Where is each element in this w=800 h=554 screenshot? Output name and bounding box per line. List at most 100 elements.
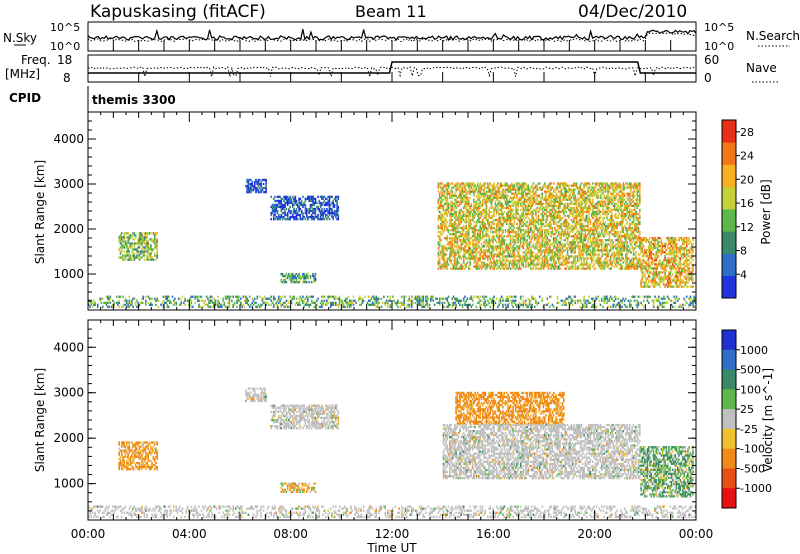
echo-cell: [517, 241, 519, 244]
echo-cell: [442, 184, 445, 187]
echo-cell: [622, 192, 625, 195]
echo-cell: [531, 245, 533, 248]
echo-cell: [550, 263, 552, 266]
echo-cell: [540, 198, 542, 201]
echo-cell: [519, 214, 522, 218]
echo-cell: [609, 192, 612, 195]
echo-cell: [518, 259, 521, 262]
echo-cell: [470, 255, 473, 258]
echo-cell: [582, 194, 584, 197]
echo-cell: [469, 241, 471, 244]
echo-cell: [464, 196, 466, 199]
echo-cell: [592, 202, 594, 205]
echo-cell: [498, 208, 500, 212]
echo-cell: [635, 257, 637, 260]
echo-cell: [582, 214, 584, 218]
echo-cell: [290, 199, 293, 203]
echo-cell: [492, 245, 494, 248]
echo-cell: [449, 182, 451, 185]
echo-cell: [555, 204, 557, 207]
echo-cell: [611, 265, 613, 268]
echo-cell: [488, 198, 490, 201]
echo-cell: [631, 220, 633, 224]
echo-cell: [549, 210, 551, 214]
echo-cell: [509, 237, 512, 240]
echo-cell: [446, 192, 449, 195]
echo-cell: [512, 204, 514, 207]
echo-cell: [493, 265, 495, 268]
echo-cell: [602, 249, 604, 252]
echo-cell: [592, 186, 594, 189]
echo-cell: [601, 184, 603, 187]
echo-cell: [559, 257, 561, 260]
echo-cell: [517, 233, 519, 236]
echo-cell: [597, 224, 599, 228]
echo-cell: [274, 209, 276, 213]
echo-cell: [564, 204, 566, 207]
echo-cell: [626, 241, 628, 244]
echo-cell: [547, 190, 550, 193]
echo-cell: [281, 215, 284, 219]
echo-cell: [527, 184, 530, 187]
echo-cell: [485, 208, 488, 212]
echo-cell: [530, 255, 532, 258]
echo-cell: [595, 216, 598, 220]
echo-cell: [574, 251, 576, 254]
echo-cell: [566, 220, 569, 224]
echo-cell: [606, 253, 608, 256]
echo-cell: [635, 186, 637, 189]
echo-cell: [561, 208, 564, 212]
echo-cell: [495, 184, 498, 187]
echo-cell: [628, 261, 631, 264]
echo-cell: [299, 218, 302, 221]
echo-cell: [304, 218, 307, 221]
echo-cell: [527, 198, 530, 201]
echo-cell: [623, 216, 626, 220]
echo-cell: [623, 206, 626, 209]
echo-cell: [526, 220, 528, 224]
echo-cell: [441, 212, 443, 216]
echo-cell: [565, 184, 568, 187]
echo-cell: [143, 246, 146, 249]
echo-cell: [512, 265, 514, 268]
echo-cell: [492, 214, 494, 218]
echo-cell: [280, 207, 283, 211]
echo-cell: [462, 206, 465, 209]
echo-cell: [483, 220, 485, 224]
echo-cell: [506, 255, 508, 258]
echo-cell: [550, 182, 552, 185]
echo-cell: [291, 272, 294, 276]
echo-cell: [525, 229, 527, 232]
echo-cell: [623, 208, 626, 212]
echo-cell: [479, 233, 481, 236]
echo-cell: [270, 211, 272, 215]
echo-cell: [459, 251, 461, 254]
echo-cell: [465, 212, 468, 216]
echo-cell: [451, 192, 454, 195]
echo-cell: [540, 243, 542, 246]
echo-cell: [621, 253, 623, 256]
echo-cell: [499, 259, 502, 262]
echo-cell: [502, 251, 504, 254]
echo-cell: [564, 261, 566, 264]
echo-cell: [527, 265, 530, 268]
echo-cell: [318, 209, 321, 213]
echo-cell: [537, 235, 540, 238]
echo-cell: [547, 224, 550, 228]
echo-cell: [445, 253, 447, 256]
echo-cell: [522, 220, 525, 224]
echo-cell: [476, 259, 479, 262]
echo-cell: [151, 250, 153, 253]
echo-cell: [594, 192, 597, 195]
echo-cell: [514, 190, 517, 193]
echo-cell: [318, 201, 321, 205]
echo-cell: [451, 196, 454, 199]
echo-cell: [564, 259, 566, 262]
echo-cell: [564, 257, 566, 260]
echo-cell: [549, 192, 551, 195]
echo-cell: [592, 208, 594, 212]
echo-cell: [479, 202, 481, 205]
echo-cell: [479, 182, 481, 185]
echo-cell: [631, 200, 633, 203]
echo-cell: [528, 198, 531, 201]
